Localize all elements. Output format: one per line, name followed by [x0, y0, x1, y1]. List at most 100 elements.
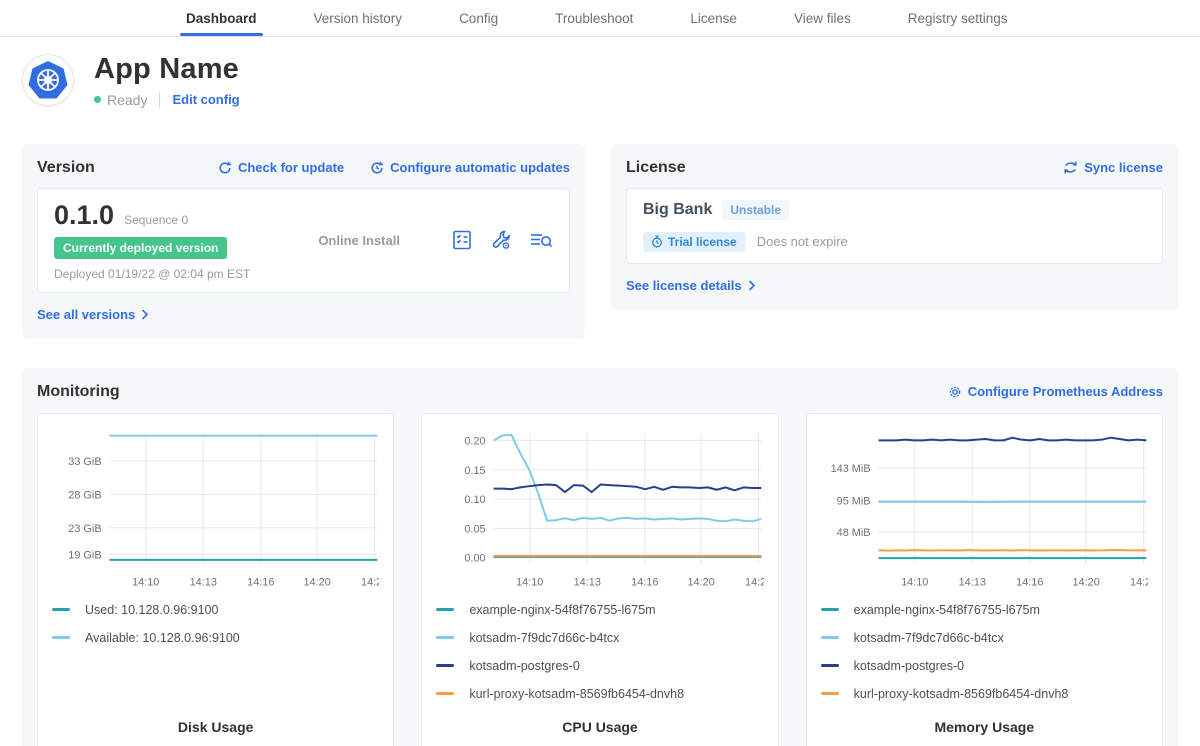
- legend-swatch: [52, 636, 70, 639]
- configure-prometheus-link[interactable]: Configure Prometheus Address: [948, 384, 1163, 399]
- cpu-usage-chart-card: 0.200.150.100.050.0014:1014:1314:1614:20…: [421, 413, 778, 746]
- svg-text:14:20: 14:20: [303, 576, 330, 588]
- sync-license-link[interactable]: Sync license: [1063, 160, 1163, 175]
- legend-label: Used: 10.128.0.96:9100: [85, 603, 218, 617]
- refresh-icon: [218, 161, 232, 175]
- legend-label: kotsadm-7f9dc7d66c-b4tcx: [469, 631, 619, 645]
- ready-status-dot: [94, 96, 101, 103]
- legend-swatch: [436, 664, 454, 667]
- svg-text:14:16: 14:16: [247, 576, 274, 588]
- legend-swatch: [821, 608, 839, 611]
- chart-title-disk: Disk Usage: [52, 719, 379, 743]
- svg-text:14:20: 14:20: [688, 576, 715, 588]
- chart-title-memory: Memory Usage: [821, 719, 1148, 743]
- svg-text:14:13: 14:13: [574, 576, 601, 588]
- legend-swatch: [821, 692, 839, 695]
- svg-text:19 GiB: 19 GiB: [68, 549, 101, 561]
- legend-label: kotsadm-7f9dc7d66c-b4tcx: [854, 631, 1004, 645]
- legend-label: example-nginx-54f8f76755-l675m: [469, 603, 655, 617]
- legend-item: kurl-proxy-kotsadm-8569fb6454-dnvh8: [436, 687, 763, 701]
- auto-update-clock-icon: [370, 161, 384, 175]
- legend-item: example-nginx-54f8f76755-l675m: [436, 603, 763, 617]
- tab-dashboard[interactable]: Dashboard: [186, 0, 257, 36]
- legend-label: kurl-proxy-kotsadm-8569fb6454-dnvh8: [469, 687, 684, 701]
- app-logo: [22, 54, 74, 106]
- svg-text:14:10: 14:10: [901, 576, 928, 588]
- tab-view-files[interactable]: View files: [794, 0, 851, 36]
- current-version-card: 0.1.0 Sequence 0 Currently deployed vers…: [37, 188, 570, 293]
- sync-icon: [1063, 161, 1078, 174]
- svg-text:14:16: 14:16: [631, 576, 658, 588]
- svg-text:48 MiB: 48 MiB: [836, 527, 870, 539]
- channel-badge: Unstable: [722, 200, 789, 220]
- svg-text:0.05: 0.05: [465, 523, 486, 535]
- svg-text:0.00: 0.00: [465, 552, 486, 564]
- app-header: App Name Ready Edit config: [22, 37, 1178, 108]
- memory-usage-chart[interactable]: 143 MiB95 MiB48 MiB14:1014:1314:1614:201…: [821, 426, 1148, 594]
- license-customer-name: Big Bank: [643, 201, 712, 219]
- legend-label: kotsadm-postgres-0: [469, 659, 579, 673]
- legend-item: Used: 10.128.0.96:9100: [52, 603, 379, 617]
- legend-swatch: [821, 664, 839, 667]
- disk-usage-legend: Used: 10.128.0.96:9100Available: 10.128.…: [52, 603, 379, 659]
- see-all-versions-link[interactable]: See all versions: [37, 307, 149, 322]
- svg-text:0.20: 0.20: [465, 436, 486, 448]
- memory-usage-legend: example-nginx-54f8f76755-l675m kotsadm-7f…: [821, 603, 1148, 715]
- license-card: License Sync license Big Bank Unstable T…: [611, 144, 1178, 310]
- deployed-timestamp: Deployed 01/19/22 @ 02:04 pm EST: [54, 267, 250, 281]
- stopwatch-icon: [651, 235, 663, 248]
- svg-text:14:13: 14:13: [958, 576, 985, 588]
- legend-item: kotsadm-postgres-0: [821, 659, 1148, 673]
- svg-text:0.15: 0.15: [465, 465, 486, 477]
- version-sequence: Sequence 0: [124, 213, 188, 227]
- svg-text:0.10: 0.10: [465, 494, 486, 506]
- svg-text:23 GiB: 23 GiB: [68, 523, 101, 535]
- svg-text:14:20: 14:20: [1072, 576, 1099, 588]
- legend-label: example-nginx-54f8f76755-l675m: [854, 603, 1040, 617]
- view-logs-icon[interactable]: [529, 229, 553, 251]
- monitoring-card: Monitoring Configure Prometheus Address …: [22, 368, 1178, 746]
- license-details-card: Big Bank Unstable Trial license Does not…: [626, 188, 1163, 264]
- legend-item: kotsadm-postgres-0: [436, 659, 763, 673]
- cpu-usage-chart[interactable]: 0.200.150.100.050.0014:1014:1314:1614:20…: [436, 426, 763, 594]
- tab-registry-settings[interactable]: Registry settings: [908, 0, 1008, 36]
- legend-swatch: [436, 692, 454, 695]
- tab-troubleshoot[interactable]: Troubleshoot: [555, 0, 633, 36]
- legend-item: kurl-proxy-kotsadm-8569fb6454-dnvh8: [821, 687, 1148, 701]
- top-nav: Dashboard Version history Config Trouble…: [0, 0, 1200, 37]
- disk-usage-chart[interactable]: 33 GiB28 GiB23 GiB19 GiB14:1014:1314:161…: [52, 426, 379, 594]
- configure-automatic-updates-link[interactable]: Configure automatic updates: [370, 160, 570, 175]
- svg-text:14:23: 14:23: [1130, 576, 1148, 588]
- kubernetes-icon: [26, 58, 70, 102]
- tab-config[interactable]: Config: [459, 0, 498, 36]
- legend-label: kotsadm-postgres-0: [854, 659, 964, 673]
- license-card-title: License: [626, 159, 686, 177]
- preflight-checks-icon[interactable]: [451, 229, 473, 251]
- see-license-details-link[interactable]: See license details: [626, 278, 756, 293]
- monitoring-title: Monitoring: [37, 383, 120, 401]
- legend-item: kotsadm-7f9dc7d66c-b4tcx: [436, 631, 763, 645]
- chart-title-cpu: CPU Usage: [436, 719, 763, 743]
- svg-text:33 GiB: 33 GiB: [68, 456, 101, 468]
- svg-text:14:23: 14:23: [745, 576, 763, 588]
- legend-swatch: [436, 636, 454, 639]
- gear-icon: [948, 385, 962, 399]
- tab-version-history[interactable]: Version history: [314, 0, 403, 36]
- trial-license-badge: Trial license: [643, 232, 745, 252]
- tab-license[interactable]: License: [690, 0, 737, 36]
- deployed-badge: Currently deployed version: [54, 237, 227, 259]
- svg-text:95 MiB: 95 MiB: [836, 495, 870, 507]
- chevron-right-icon: [748, 280, 756, 291]
- install-type-label: Online Install: [318, 233, 400, 248]
- divider: [159, 92, 160, 108]
- version-card: Version Check for update Configure autom…: [22, 144, 585, 339]
- legend-swatch: [436, 608, 454, 611]
- edit-config-link[interactable]: Edit config: [172, 92, 239, 107]
- page-title: App Name: [94, 54, 240, 86]
- config-wrench-icon[interactable]: [490, 229, 512, 251]
- check-for-update-link[interactable]: Check for update: [218, 160, 344, 175]
- memory-usage-chart-card: 143 MiB95 MiB48 MiB14:1014:1314:1614:201…: [806, 413, 1163, 746]
- cpu-usage-legend: example-nginx-54f8f76755-l675m kotsadm-7f…: [436, 603, 763, 715]
- chevron-right-icon: [141, 309, 149, 320]
- legend-item: kotsadm-7f9dc7d66c-b4tcx: [821, 631, 1148, 645]
